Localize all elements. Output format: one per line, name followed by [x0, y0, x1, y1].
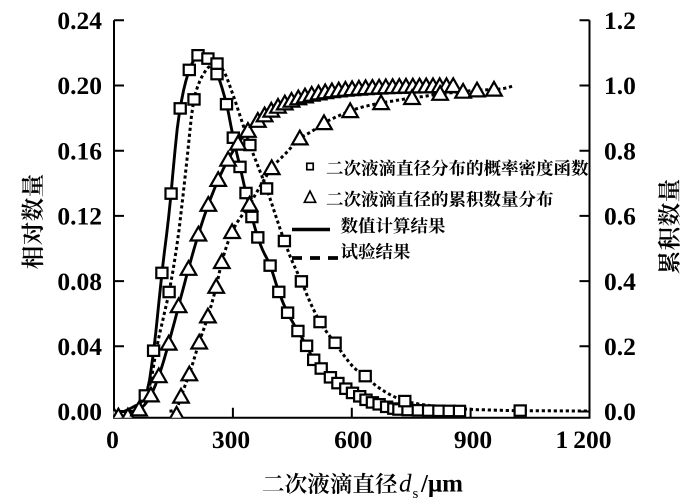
svg-text:1 200: 1 200: [555, 425, 611, 454]
svg-text:/μm: /μm: [420, 471, 463, 498]
svg-text:1.2: 1.2: [604, 6, 636, 35]
svg-text:1.0: 1.0: [604, 71, 636, 100]
svg-text:0.8: 0.8: [604, 136, 636, 165]
svg-text:0.04: 0.04: [57, 332, 102, 361]
svg-text:0.12: 0.12: [57, 202, 102, 231]
svg-text:0.4: 0.4: [604, 267, 636, 296]
svg-text:0.6: 0.6: [604, 202, 636, 231]
svg-text:300: 300: [212, 425, 250, 454]
svg-text:0.24: 0.24: [57, 6, 102, 35]
svg-text:0.20: 0.20: [57, 71, 102, 100]
svg-text:0.16: 0.16: [57, 136, 102, 165]
svg-text:0.2: 0.2: [604, 332, 636, 361]
svg-text:0: 0: [106, 425, 119, 454]
svg-text:0.00: 0.00: [57, 397, 102, 426]
svg-text:d: d: [399, 471, 412, 498]
svg-text:0.0: 0.0: [604, 397, 636, 426]
svg-text:900: 900: [454, 425, 492, 454]
svg-text:s: s: [413, 486, 419, 502]
svg-text:600: 600: [334, 425, 372, 454]
svg-text:0.08: 0.08: [57, 267, 102, 296]
